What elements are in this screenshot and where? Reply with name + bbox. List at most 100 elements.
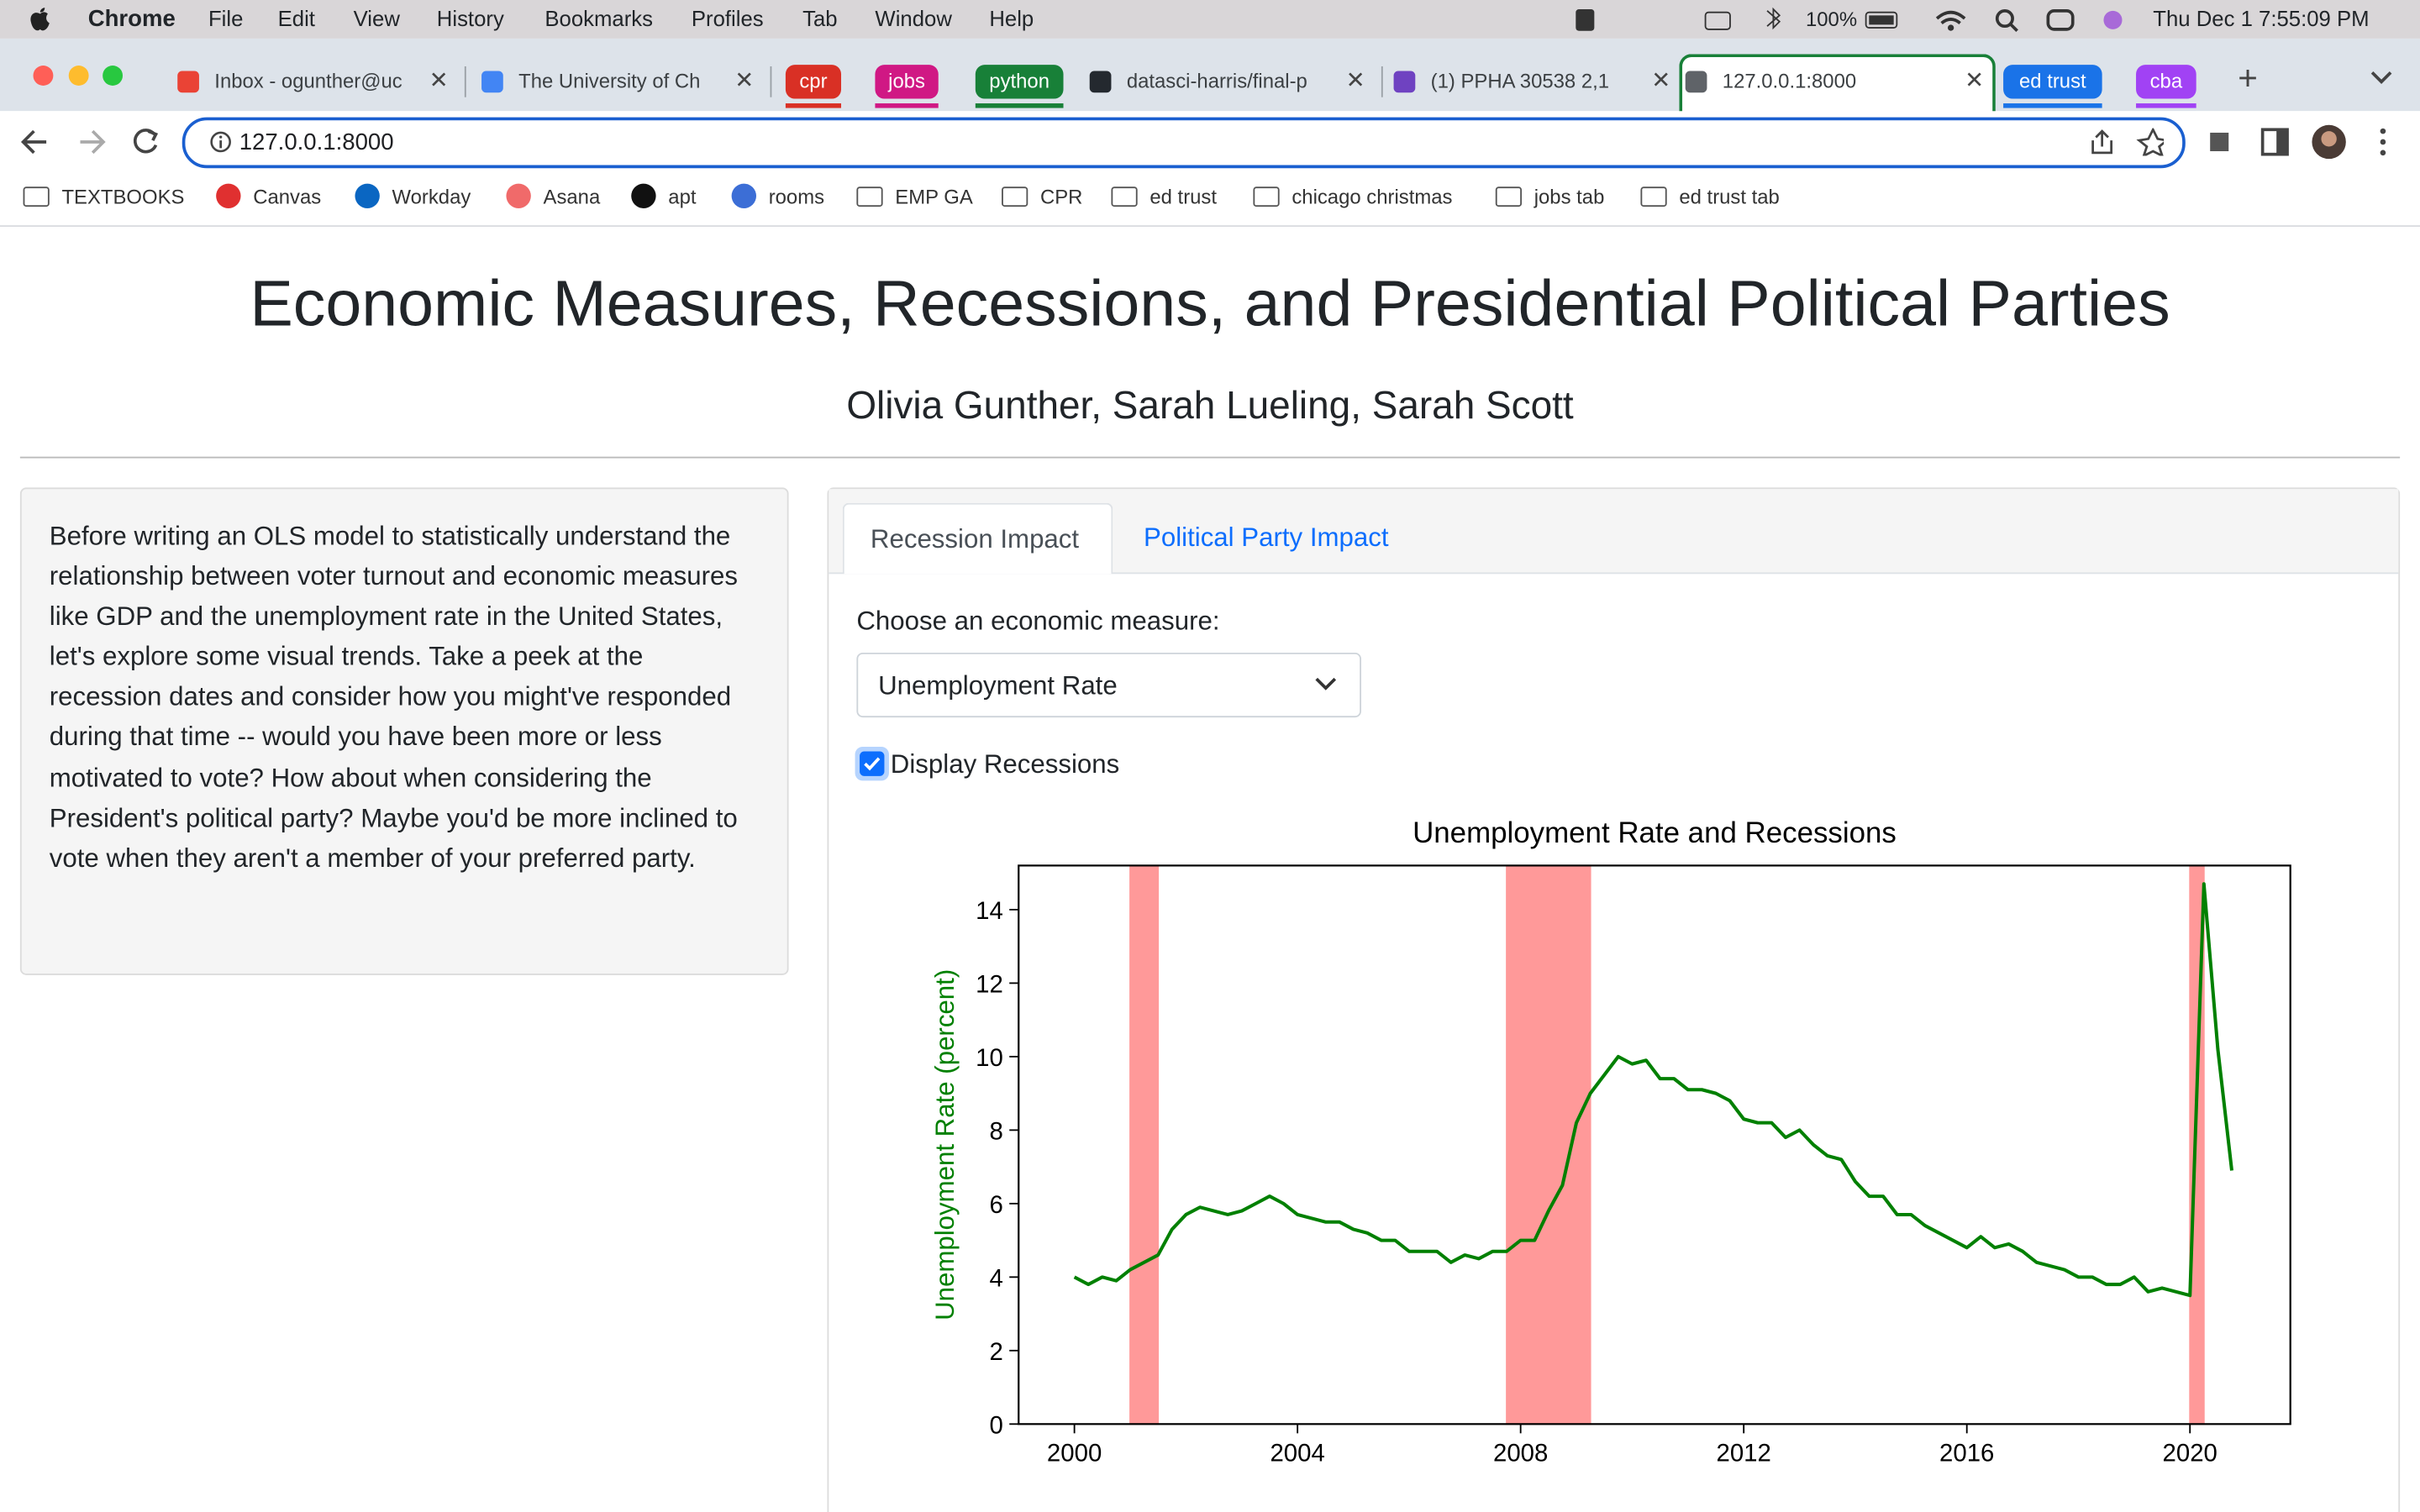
sidebar-text: Before writing an OLS model to statistic… xyxy=(49,521,739,874)
nav-buttons[interactable] xyxy=(18,127,173,158)
bookmark-icon xyxy=(631,183,656,208)
tab-title[interactable]: datasci-harris/final-p xyxy=(1126,69,1307,93)
bookmark-icon xyxy=(355,183,380,208)
select[interactable]: Unemployment Rate xyxy=(856,652,1362,718)
tab-group-chip[interactable]: ed trust xyxy=(2003,65,2102,99)
select-label: Choose an economic measure: xyxy=(856,606,1220,636)
apple-logo[interactable] xyxy=(28,6,52,34)
y-tick-label: 10 xyxy=(976,1044,1003,1072)
tab-icon xyxy=(177,71,199,93)
status-icons xyxy=(1576,7,2123,33)
tab-group-chip[interactable]: cba xyxy=(2136,65,2196,99)
app-authors: Olivia Gunther, Sarah Lueling, Sarah Sco… xyxy=(846,384,1574,428)
tab-close[interactable]: ✕ xyxy=(1965,67,1985,95)
menu-item[interactable]: Help xyxy=(989,6,1034,31)
menu-item[interactable]: History xyxy=(436,6,504,31)
tab-title[interactable]: (1) PPHA 30538 2,1 xyxy=(1430,69,1610,93)
tab-title[interactable]: Inbox - ogunther@uc xyxy=(214,69,402,93)
tab-strip: + Inbox - ogunther@uc ✕ The University of … xyxy=(0,38,2420,114)
y-tick-label: 2 xyxy=(990,1338,1003,1366)
tab-title[interactable]: 127.0.0.1:8000 xyxy=(1722,69,1857,93)
nav-tab-active[interactable]: Recession Impact xyxy=(842,502,1113,575)
tab-close[interactable]: ✕ xyxy=(1651,67,1671,95)
tab-title[interactable]: The University of Ch xyxy=(518,69,701,93)
tab-icon xyxy=(1089,71,1112,93)
app-title: Economic Measures, Recessions, and Presi… xyxy=(250,266,2170,340)
url[interactable]: 127.0.0.1:8000 xyxy=(239,129,394,156)
x-tick-label: 2016 xyxy=(1939,1439,1994,1467)
bookmark-icon xyxy=(731,183,757,208)
bookmark[interactable]: EMP GA xyxy=(895,185,973,208)
window-controls[interactable] xyxy=(31,65,130,87)
tab-icon xyxy=(481,71,503,93)
checkbox-check[interactable] xyxy=(864,757,881,771)
checkbox[interactable] xyxy=(854,745,891,782)
x-tick-label: 2004 xyxy=(1270,1439,1324,1467)
y-tick-label: 6 xyxy=(990,1191,1003,1219)
tab-group-line xyxy=(785,103,842,108)
folder-icon xyxy=(1111,186,1138,207)
bookmarks-bar: TEXTBOOKS Canvas Workday Asana apt rooms EMP G… xyxy=(0,172,2420,228)
menu-item[interactable]: Profiles xyxy=(691,6,764,31)
bookmark[interactable]: chicago christmas xyxy=(1292,185,1453,208)
tab-group-line xyxy=(875,103,939,108)
tab-search[interactable] xyxy=(2370,71,2392,85)
bookmark[interactable]: Canvas xyxy=(253,185,322,208)
web-page: Economic Measures, Recessions, and Presi… xyxy=(0,227,2420,1512)
menu-item[interactable]: File xyxy=(208,6,244,31)
recession-band xyxy=(1129,864,1160,1425)
extensions[interactable] xyxy=(2204,123,2405,164)
new-tab[interactable]: + xyxy=(2238,58,2258,97)
checkbox-label[interactable]: Display Recessions xyxy=(890,749,1120,780)
bookmark[interactable]: apt xyxy=(668,185,697,208)
select-arrow[interactable] xyxy=(1315,677,1337,691)
folder-icon xyxy=(1002,186,1028,207)
tab-separator xyxy=(770,66,772,97)
y-tick-label: 14 xyxy=(976,897,1003,925)
toolbar: 127.0.0.1:8000 xyxy=(0,111,2420,173)
tab-separator xyxy=(464,66,466,97)
tab-group-line xyxy=(2003,103,2102,108)
menu-item[interactable]: Edit xyxy=(277,6,315,31)
y-axis-label: Unemployment Rate (percent) xyxy=(930,969,960,1320)
menu-item[interactable]: Tab xyxy=(802,6,838,31)
bookmark[interactable]: TEXTBOOKS xyxy=(61,185,185,208)
bookmark[interactable]: jobs tab xyxy=(1534,185,1605,208)
tab-separator xyxy=(1381,66,1383,97)
site-info[interactable] xyxy=(210,131,232,153)
sidebar-panel: Before writing an OLS model to statistic… xyxy=(19,487,789,975)
x-tick-label: 2008 xyxy=(1493,1439,1548,1467)
menu-item[interactable]: View xyxy=(353,6,400,31)
address-actions[interactable] xyxy=(2086,128,2165,156)
bookmark[interactable]: ed trust tab xyxy=(1679,185,1780,208)
bookmark[interactable]: Workday xyxy=(392,185,471,208)
menu-item[interactable]: Window xyxy=(875,6,952,31)
tab-close[interactable]: ✕ xyxy=(429,67,449,95)
address-bar[interactable]: 127.0.0.1:8000 xyxy=(182,117,2186,169)
datetime[interactable]: Thu Dec 1 7:55:09 PM xyxy=(2153,6,2370,31)
bookmark[interactable]: rooms xyxy=(768,185,825,208)
tab-close[interactable]: ✕ xyxy=(734,67,755,95)
bookmark[interactable]: Asana xyxy=(543,185,601,208)
nav-tab[interactable]: Political Party Impact xyxy=(1144,522,1389,553)
nav-tab-label[interactable]: Recession Impact xyxy=(870,524,1080,554)
menu-item[interactable]: Bookmarks xyxy=(544,6,653,31)
tab-close[interactable]: ✕ xyxy=(1345,67,1365,95)
bookmark[interactable]: CPR xyxy=(1039,185,1083,208)
folder-icon xyxy=(23,186,50,207)
tab-group-line xyxy=(975,103,1064,108)
x-tick-label: 2000 xyxy=(1047,1439,1102,1467)
select-value[interactable]: Unemployment Rate xyxy=(878,670,1118,701)
tab-group-chip[interactable]: jobs xyxy=(875,65,939,99)
bookmark-icon xyxy=(506,183,531,208)
app-name[interactable]: Chrome xyxy=(87,6,176,33)
bookmark[interactable]: ed trust xyxy=(1150,185,1218,208)
tab-group-chip[interactable]: python xyxy=(975,65,1064,99)
tab-group-chip[interactable]: cpr xyxy=(785,65,842,99)
active-tab[interactable] xyxy=(1679,54,1996,114)
y-tick-label: 12 xyxy=(976,970,1003,998)
divider xyxy=(19,456,2401,459)
chart: Unemployment Rate and Recessions 0 2 4 6 8 10… xyxy=(930,816,2291,1467)
